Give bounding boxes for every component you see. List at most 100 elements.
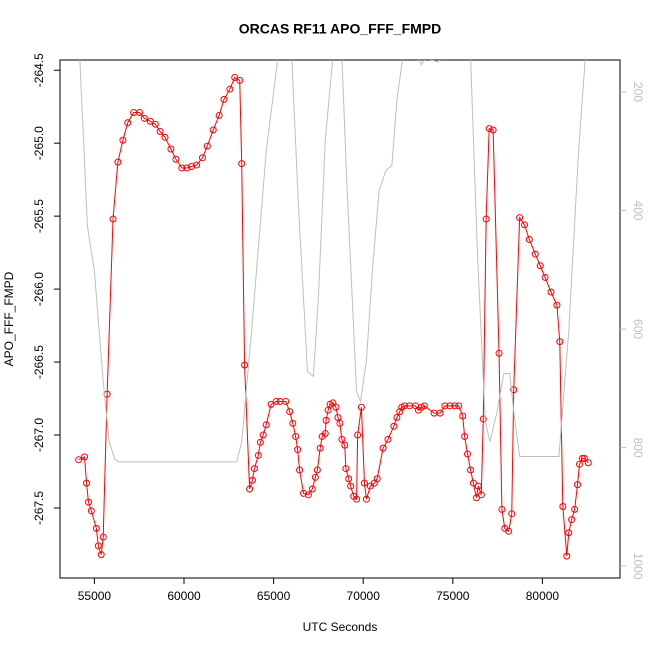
data-point <box>294 446 302 454</box>
data-point <box>536 262 544 270</box>
data-point <box>256 438 264 446</box>
data-point <box>241 361 249 369</box>
data-point <box>353 495 361 503</box>
data-point <box>571 505 579 513</box>
data-point <box>455 402 463 410</box>
data-point <box>362 495 370 503</box>
data-point <box>341 441 349 449</box>
data-point <box>485 125 493 133</box>
data-point <box>246 485 254 493</box>
data-point <box>531 250 539 258</box>
data-point <box>188 163 196 171</box>
data-point <box>347 482 355 490</box>
data-point <box>248 476 256 484</box>
y-tick-label: -266.0 <box>32 272 46 306</box>
data-point <box>289 419 297 427</box>
data-point <box>282 397 290 405</box>
data-point <box>384 435 392 443</box>
data-point <box>373 475 381 483</box>
data-point <box>92 524 100 532</box>
data-point <box>467 466 475 474</box>
data-line <box>78 76 589 557</box>
data-point <box>396 408 404 416</box>
data-point <box>360 479 368 487</box>
data-point <box>259 431 267 439</box>
plot-frame <box>59 59 621 579</box>
data-point <box>97 551 105 559</box>
data-point <box>172 155 180 163</box>
data-point <box>167 145 175 153</box>
data-point <box>556 338 564 346</box>
data-point <box>379 444 387 452</box>
data-point <box>146 117 154 125</box>
data-point <box>109 215 117 223</box>
data-point <box>209 126 217 134</box>
data-point <box>565 529 573 537</box>
data-point <box>203 142 211 150</box>
x-tick-label: 60000 <box>167 589 201 603</box>
data-point <box>580 454 588 462</box>
data-point <box>401 402 409 410</box>
data-point <box>313 466 321 474</box>
data-point <box>254 451 262 459</box>
x-tick-label: 65000 <box>257 589 291 603</box>
data-point <box>479 415 487 423</box>
data-point <box>183 164 191 172</box>
data-point <box>390 422 398 430</box>
data-point <box>81 453 89 461</box>
data-point <box>151 120 159 128</box>
data-point <box>226 85 234 93</box>
data-point <box>193 161 201 169</box>
x-tick-label: 70000 <box>347 589 381 603</box>
data-point <box>332 403 340 411</box>
y-tick-label: -267.0 <box>32 418 46 452</box>
data-point <box>286 408 294 416</box>
x-tick-label: 80000 <box>526 589 560 603</box>
data-point <box>563 552 571 560</box>
data-point <box>461 432 469 440</box>
data-point <box>136 109 144 117</box>
data-point <box>345 475 353 483</box>
data-point <box>124 119 132 127</box>
data-point <box>354 431 362 439</box>
data-point <box>198 154 206 162</box>
data-point <box>576 460 584 468</box>
data-point <box>272 397 280 405</box>
data-point <box>553 301 561 309</box>
y2-tick-label: 400 <box>631 201 645 221</box>
data-point <box>161 133 169 141</box>
data-point <box>451 402 459 410</box>
data-point <box>231 74 239 82</box>
data-point <box>584 459 592 467</box>
data-point <box>525 235 533 243</box>
data-point <box>574 481 582 489</box>
y-tick-label: -266.5 <box>32 345 46 379</box>
data-point <box>336 419 344 427</box>
data-point <box>474 482 482 490</box>
data-point <box>119 136 127 144</box>
data-point <box>292 432 300 440</box>
data-point <box>393 413 401 421</box>
data-point <box>505 527 513 535</box>
y2-tick-label: 800 <box>631 438 645 458</box>
y-tick-label: -267.5 <box>32 491 46 525</box>
data-point <box>140 114 148 122</box>
data-point <box>215 111 223 119</box>
data-point <box>87 507 95 515</box>
data-point <box>516 214 524 222</box>
data-point <box>446 402 454 410</box>
data-point <box>300 489 308 497</box>
data-point <box>296 466 304 474</box>
data-point <box>308 485 316 493</box>
data-point <box>338 435 346 443</box>
y-axis-label: APO_FFF_FMPD <box>2 271 16 366</box>
data-point <box>83 479 91 487</box>
data-point <box>482 215 490 223</box>
plot-area <box>75 60 592 560</box>
y-tick-label: -264.5 <box>32 53 46 87</box>
data-point <box>510 386 518 394</box>
y2-tick-label: 200 <box>631 82 645 102</box>
data-point <box>220 95 228 103</box>
data-point <box>489 126 497 134</box>
